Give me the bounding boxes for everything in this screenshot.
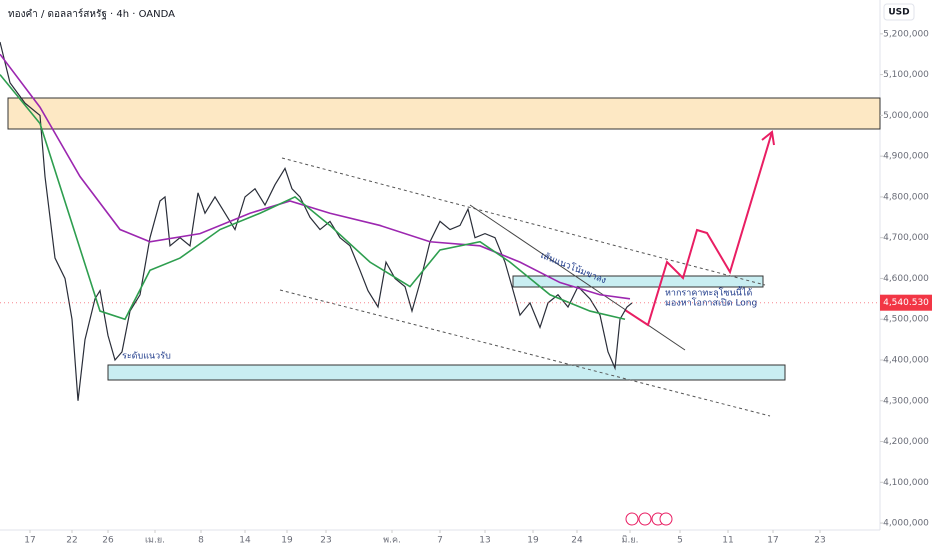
annotation: หากราคาทะลุโซนนี้ได้ (665, 286, 752, 299)
currency[interactable]: USD (888, 8, 909, 18)
currency-box[interactable] (883, 3, 915, 21)
last-price-label: 4,540.530 (883, 298, 929, 308)
y-tick-label: 4,300,000 (883, 396, 929, 406)
downtrend-line (469, 204, 686, 351)
x-tick-label: 23 (320, 536, 331, 546)
y-tick-label: 5,000,000 (883, 111, 929, 121)
event-icon[interactable] (638, 512, 652, 526)
channel-top (281, 157, 766, 286)
arrow-head (761, 130, 775, 146)
x-tick-label: พ.ค. (383, 536, 401, 546)
y-tick-label: 4,800,000 (883, 192, 929, 202)
y-tick-label: 4,900,000 (883, 152, 929, 162)
event-icon[interactable] (625, 512, 639, 526)
price-line (0, 74, 626, 321)
x-tick-label: 11 (722, 536, 733, 546)
x-tick-label: 17 (24, 536, 35, 546)
y-tick-label: 5,200,000 (883, 29, 929, 39)
channel-bottom (279, 289, 771, 417)
y-tick-label: 4,200,000 (883, 437, 929, 447)
x-tick-label: 13 (479, 536, 490, 546)
annotation: มองหาโอกาสเปิด Long (665, 298, 757, 309)
y-tick-label: 4,400,000 (883, 355, 929, 365)
x-tick-label: 23 (814, 536, 825, 546)
projection-arrow (624, 131, 773, 327)
x-tick-label: มิ.ย. (622, 535, 639, 546)
x-tick-label: 19 (527, 536, 539, 546)
x-tick-label: เม.ย. (145, 536, 165, 546)
chart-title: ทองคำ / ดอลลาร์สหรัฐ · 4h · OANDA (8, 8, 175, 20)
annotation: ระดับแนวรับ (122, 352, 171, 362)
breakout-zone (512, 275, 764, 288)
price-line (0, 53, 631, 300)
x-tick-label: 14 (239, 536, 251, 546)
x-tick-label: 19 (281, 536, 293, 546)
event-icons[interactable] (625, 512, 673, 526)
x-tick-label: 22 (66, 536, 77, 546)
y-tick-label: 4,600,000 (883, 274, 929, 284)
y-tick-label: 5,100,000 (883, 70, 929, 80)
x-tick-label: 8 (198, 536, 204, 546)
support-zone (107, 364, 786, 381)
x-tick-label: 7 (437, 536, 443, 546)
price-line (0, 41, 633, 401)
y-tick-label: 4,700,000 (883, 233, 929, 243)
y-tick-label: 4,100,000 (883, 478, 929, 488)
resistance-zone (7, 97, 881, 130)
x-tick-label: 17 (767, 536, 778, 546)
x-tick-label: 24 (571, 536, 583, 546)
x-tick-label: 5 (677, 536, 683, 546)
event-icon[interactable] (659, 512, 673, 526)
last-price-box (880, 294, 932, 311)
y-tick-label: 4,500,000 (883, 315, 929, 325)
y-tick-label: 4,000,000 (883, 519, 929, 529)
x-tick-label: 26 (102, 536, 114, 546)
